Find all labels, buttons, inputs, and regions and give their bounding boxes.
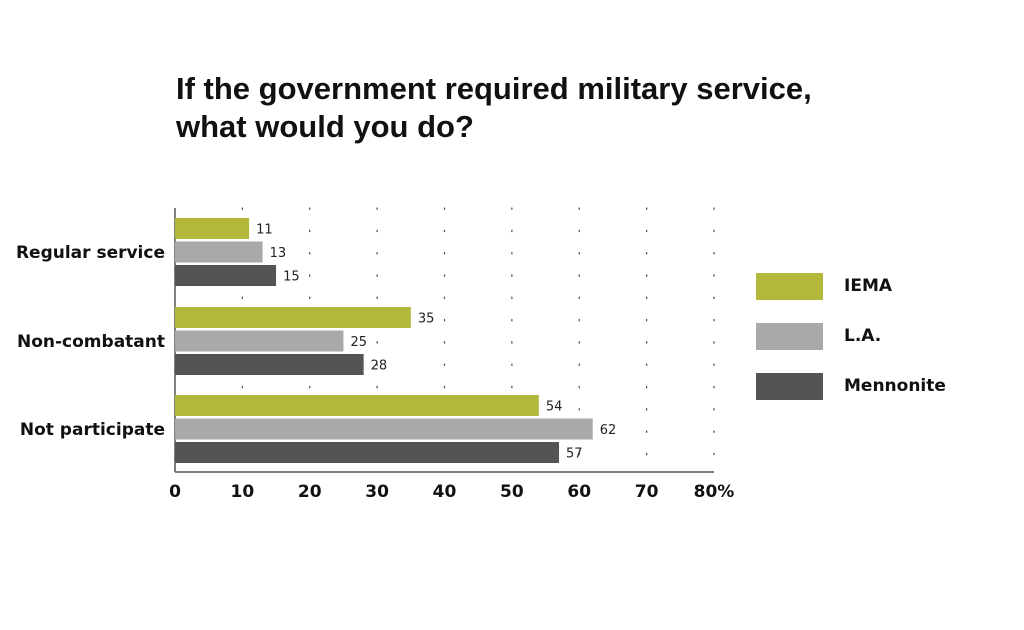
bar (175, 265, 277, 286)
bar (175, 307, 411, 328)
x-tick-label: 10 (231, 482, 255, 502)
category-label: Non-combatant (17, 332, 165, 352)
x-tick-label: 80% (694, 482, 735, 502)
data-label: 13 (270, 246, 287, 261)
bar (175, 241, 263, 263)
data-label: 11 (256, 223, 273, 238)
data-label: 57 (566, 447, 583, 462)
bar (175, 418, 593, 440)
legend-label-iema: IEMA (844, 276, 893, 296)
x-tick-label: 60 (567, 482, 591, 502)
bar (175, 395, 539, 416)
x-tick-label: 40 (433, 482, 457, 502)
x-tick-label: 20 (298, 482, 322, 502)
legend-label-la: L.A. (844, 326, 882, 346)
legend-swatch-mennonite (756, 373, 823, 400)
x-tick-label: 50 (500, 482, 524, 502)
data-label: 28 (371, 359, 388, 374)
chart-title: If the government required military serv… (176, 70, 896, 146)
chart-title-line-2: what would you do? (176, 109, 474, 144)
data-label: 25 (350, 335, 367, 350)
x-tick-label: 30 (365, 482, 389, 502)
data-label: 54 (546, 400, 563, 415)
category-label: Not participate (20, 420, 165, 440)
chart-title-line-1: If the government required military serv… (176, 71, 812, 106)
bar (175, 442, 560, 463)
bar (175, 218, 250, 239)
bar (175, 354, 364, 375)
bar (175, 330, 344, 352)
x-tick-label: 0 (169, 482, 181, 502)
data-label: 62 (600, 423, 617, 438)
x-tick-label: 70 (635, 482, 659, 502)
legend-label-mennonite: Mennonite (844, 376, 946, 396)
data-label: 15 (283, 270, 300, 285)
data-label: 35 (418, 312, 435, 327)
category-label: Regular service (16, 243, 165, 263)
legend-swatch-iema (756, 273, 823, 300)
legend-swatch-la (756, 323, 823, 350)
